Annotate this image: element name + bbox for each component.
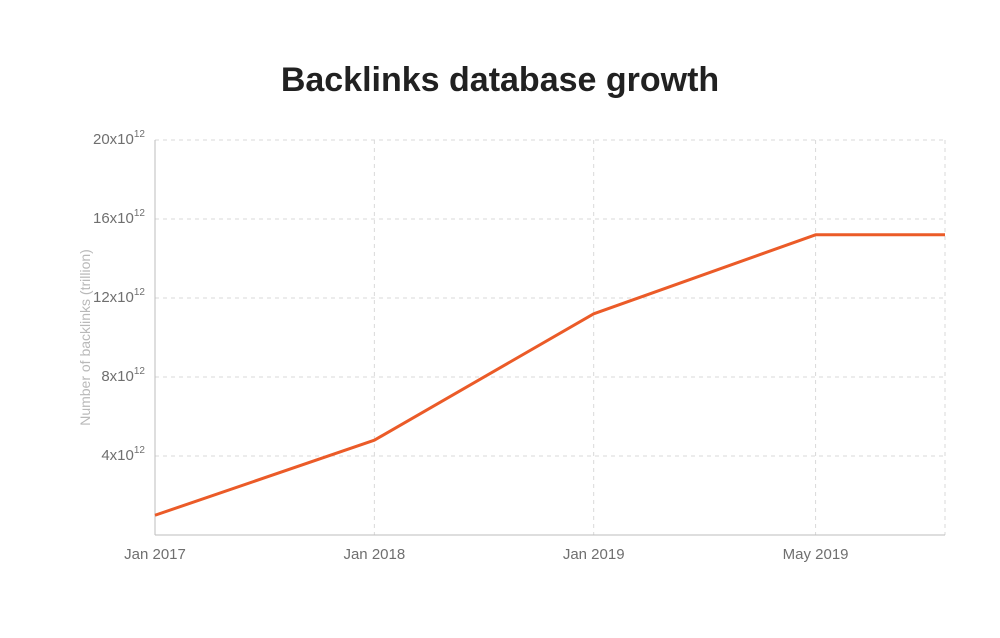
data-series-line — [155, 235, 945, 515]
chart-title: Backlinks database growth — [0, 61, 1000, 100]
x-axis-tick-label: May 2019 — [783, 546, 849, 563]
y-axis-tick-label: 8x1012 — [101, 366, 145, 385]
x-axis-tick-label: Jan 2019 — [563, 546, 625, 563]
x-axis-tick-label: Jan 2017 — [124, 546, 186, 563]
y-axis-tick-label: 12x1012 — [93, 287, 145, 306]
y-axis-title: Number of backlinks (trillion) — [80, 249, 93, 426]
y-axis-tick-label: 4x1012 — [101, 445, 145, 464]
line-chart-svg: 4x1012 8x1012 12x1012 16x1012 20x1012 Jan 201… — [80, 120, 960, 580]
x-axis-tick-label: Jan 2018 — [343, 546, 405, 563]
y-axis-tick-label: 16x1012 — [93, 208, 145, 227]
y-axis-tick-label: 20x1012 — [93, 129, 145, 148]
chart-container: { "chart": { "type": "line", "title": "B… — [0, 0, 1000, 638]
